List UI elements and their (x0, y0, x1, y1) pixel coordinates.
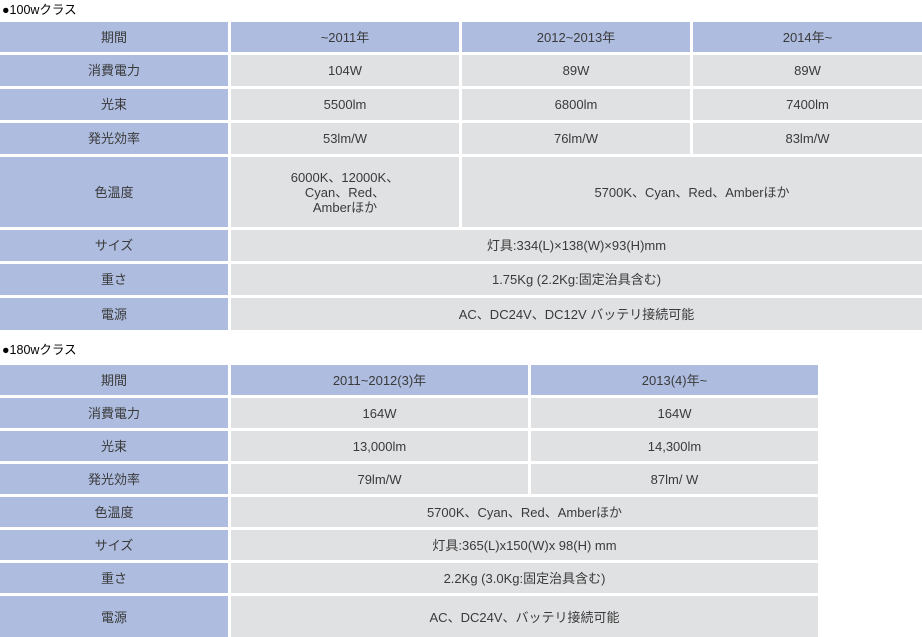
spec-table-100w: 期間 ~2011年 2012~2013年 2014年~ 消費電力 104W 89… (0, 22, 922, 330)
row-label-size: サイズ (0, 230, 228, 261)
spec-table-180w: 期間 2011~2012(3)年 2013(4)年~ 消費電力 164W 164… (0, 365, 818, 637)
cell-efficacy-3: 83lm/W (693, 123, 922, 154)
cell-size: 灯具:334(L)×138(W)×93(H)mm (231, 230, 922, 261)
cell-flux-2: 14,300lm (531, 431, 818, 461)
table-title-180w-class: ●180wクラス (2, 343, 77, 357)
cell-flux-2: 6800lm (462, 89, 690, 120)
row-label-luminous-flux: 光束 (0, 431, 228, 461)
period-col-1: ~2011年 (231, 22, 459, 52)
period-col-1: 2011~2012(3)年 (231, 365, 528, 395)
cell-flux-1: 5500lm (231, 89, 459, 120)
row-label-power-supply: 電源 (0, 596, 228, 637)
row-label-power-consumption: 消費電力 (0, 398, 228, 428)
cell-flux-3: 7400lm (693, 89, 922, 120)
cell-efficacy-1: 53lm/W (231, 123, 459, 154)
cell-weight: 1.75Kg (2.2Kg:固定治具含む) (231, 264, 922, 295)
row-label-size: サイズ (0, 530, 228, 560)
cell-power-3: 89W (693, 55, 922, 86)
cell-weight: 2.2Kg (3.0Kg:固定治具含む) (231, 563, 818, 593)
row-label-power-consumption: 消費電力 (0, 55, 228, 86)
cell-power-1: 104W (231, 55, 459, 86)
cell-color-temp-early: 6000K、12000K、 Cyan、Red、 Amberほか (231, 157, 459, 227)
cell-efficacy-1: 79lm/W (231, 464, 528, 494)
row-label-period: 期間 (0, 365, 228, 395)
cell-power-1: 164W (231, 398, 528, 428)
cell-flux-1: 13,000lm (231, 431, 528, 461)
table-title-100w-class: ●100wクラス (2, 3, 77, 17)
row-label-weight: 重さ (0, 264, 228, 295)
row-label-power-supply: 電源 (0, 298, 228, 330)
cell-power-supply: AC、DC24V、DC12V バッテリ接続可能 (231, 298, 922, 330)
cell-efficacy-2: 87lm/ W (531, 464, 818, 494)
row-label-efficacy: 発光効率 (0, 464, 228, 494)
row-label-luminous-flux: 光束 (0, 89, 228, 120)
cell-color-temp: 5700K、Cyan、Red、Amberほか (231, 497, 818, 527)
cell-power-supply: AC、DC24V、バッテリ接続可能 (231, 596, 818, 637)
period-col-2: 2012~2013年 (462, 22, 690, 52)
row-label-period: 期間 (0, 22, 228, 52)
cell-efficacy-2: 76lm/W (462, 123, 690, 154)
row-label-color-temp: 色温度 (0, 157, 228, 227)
period-col-3: 2014年~ (693, 22, 922, 52)
cell-power-2: 164W (531, 398, 818, 428)
cell-power-2: 89W (462, 55, 690, 86)
row-label-color-temp: 色温度 (0, 497, 228, 527)
cell-size: 灯具:365(L)x150(W)x 98(H) mm (231, 530, 818, 560)
row-label-weight: 重さ (0, 563, 228, 593)
period-col-2: 2013(4)年~ (531, 365, 818, 395)
row-label-efficacy: 発光効率 (0, 123, 228, 154)
cell-color-temp-later: 5700K、Cyan、Red、Amberほか (462, 157, 922, 227)
